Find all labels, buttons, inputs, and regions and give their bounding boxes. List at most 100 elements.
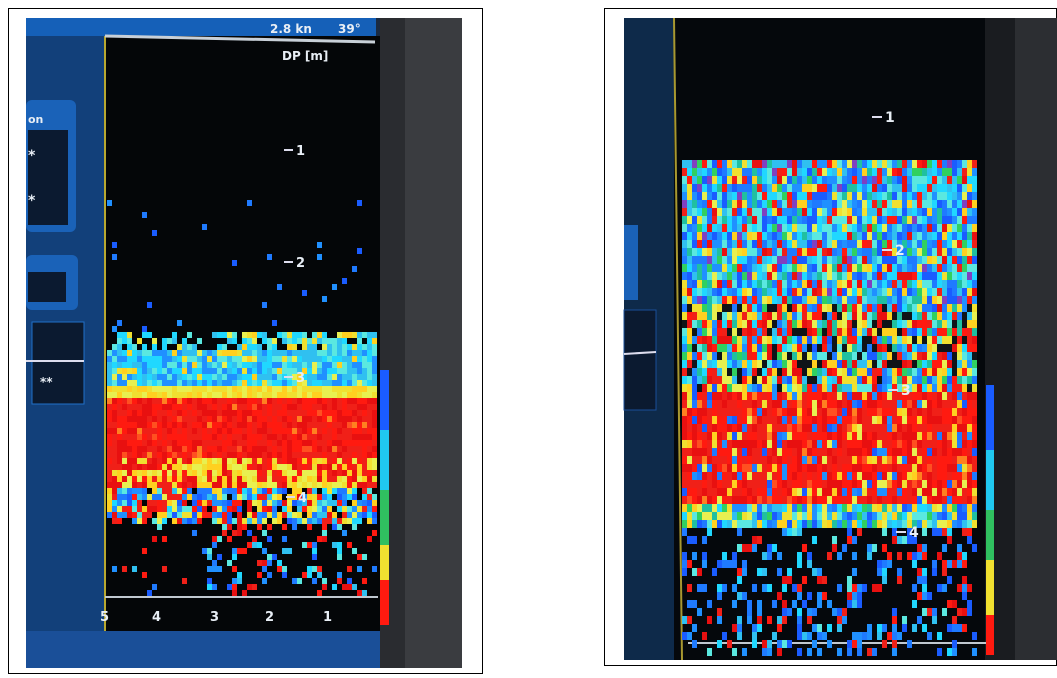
echo-cell	[782, 352, 787, 360]
echo-cell	[942, 192, 947, 200]
echo-cell	[772, 280, 777, 288]
echo-cell	[762, 336, 767, 344]
echo-cell	[682, 256, 687, 264]
echo-cell	[157, 488, 162, 494]
echo-cell	[322, 362, 327, 368]
echo-cell	[917, 264, 922, 272]
echo-cell	[682, 448, 687, 456]
echo-cell	[827, 368, 832, 376]
echo-cell	[872, 480, 877, 488]
echo-cell	[907, 496, 912, 504]
echo-cell	[957, 480, 962, 488]
echo-cell	[827, 304, 832, 312]
echo-cell	[847, 200, 852, 208]
echo-cell	[737, 456, 742, 464]
echo-cell	[967, 264, 972, 272]
echo-cell	[357, 362, 362, 368]
echo-cell	[817, 472, 822, 480]
echo-cell	[817, 280, 822, 288]
echo-cell	[962, 184, 967, 192]
echo-cell	[817, 328, 822, 336]
echo-cell	[947, 352, 952, 360]
echo-cell	[177, 410, 182, 416]
echo-cell	[147, 302, 152, 308]
echo-cell	[117, 350, 122, 356]
echo-cell	[292, 350, 297, 356]
echo-cell	[147, 506, 152, 512]
echo-cell	[912, 360, 917, 368]
echo-cell	[737, 592, 742, 600]
echo-cell	[962, 408, 967, 416]
echo-cell	[257, 374, 262, 380]
echo-cell	[867, 440, 872, 448]
echo-cell	[892, 480, 897, 488]
echo-cell	[917, 216, 922, 224]
echo-cell	[782, 304, 787, 312]
echo-cell	[737, 632, 742, 640]
echo-cell	[107, 464, 112, 470]
echo-cell	[687, 632, 692, 640]
echo-cell	[732, 472, 737, 480]
echo-cell	[342, 440, 347, 446]
echo-cell	[157, 416, 162, 422]
echo-cell	[947, 624, 952, 632]
echo-cell	[862, 192, 867, 200]
echo-cell	[937, 224, 942, 232]
echo-cell	[357, 566, 362, 572]
echo-cell	[752, 368, 757, 376]
echo-cell	[322, 398, 327, 404]
echo-cell	[812, 312, 817, 320]
echo-cell	[682, 488, 687, 496]
echo-cell	[687, 448, 692, 456]
echo-cell	[372, 362, 377, 368]
echo-cell	[282, 416, 287, 422]
echo-cell	[252, 398, 257, 404]
echo-cell	[892, 352, 897, 360]
echo-cell	[907, 480, 912, 488]
echo-cell	[892, 512, 897, 520]
echo-cell	[807, 360, 812, 368]
echo-cell	[802, 544, 807, 552]
echo-cell	[272, 488, 277, 494]
echo-cell	[772, 304, 777, 312]
echo-cell	[857, 384, 862, 392]
echo-cell	[962, 384, 967, 392]
echo-cell	[127, 470, 132, 476]
echo-cell	[147, 422, 152, 428]
echo-cell	[182, 578, 187, 584]
echo-cell	[867, 312, 872, 320]
echo-cell	[122, 506, 127, 512]
echo-cell	[752, 624, 757, 632]
echo-cell	[332, 488, 337, 494]
echo-cell	[862, 504, 867, 512]
echo-cell	[372, 332, 377, 338]
echo-cell	[717, 328, 722, 336]
echo-cell	[357, 428, 362, 434]
echo-cell	[857, 264, 862, 272]
echo-cell	[122, 452, 127, 458]
echo-cell	[192, 374, 197, 380]
echo-cell	[972, 208, 977, 216]
echo-cell	[742, 344, 747, 352]
echo-cell	[762, 256, 767, 264]
echo-cell	[972, 400, 977, 408]
echo-cell	[957, 320, 962, 328]
echo-cell	[247, 374, 252, 380]
echo-cell	[897, 224, 902, 232]
echo-cell	[717, 392, 722, 400]
echo-cell	[892, 448, 897, 456]
echo-cell	[172, 464, 177, 470]
echo-cell	[852, 632, 857, 640]
echo-cell	[187, 362, 192, 368]
echo-cell	[137, 470, 142, 476]
echo-cell	[857, 328, 862, 336]
color-scale	[986, 385, 994, 450]
echo-cell	[217, 554, 222, 560]
echo-cell	[852, 168, 857, 176]
echo-cell	[107, 434, 112, 440]
echo-cell	[912, 448, 917, 456]
echo-cell	[807, 288, 812, 296]
echo-cell	[937, 296, 942, 304]
echo-cell	[912, 352, 917, 360]
echo-cell	[157, 356, 162, 362]
